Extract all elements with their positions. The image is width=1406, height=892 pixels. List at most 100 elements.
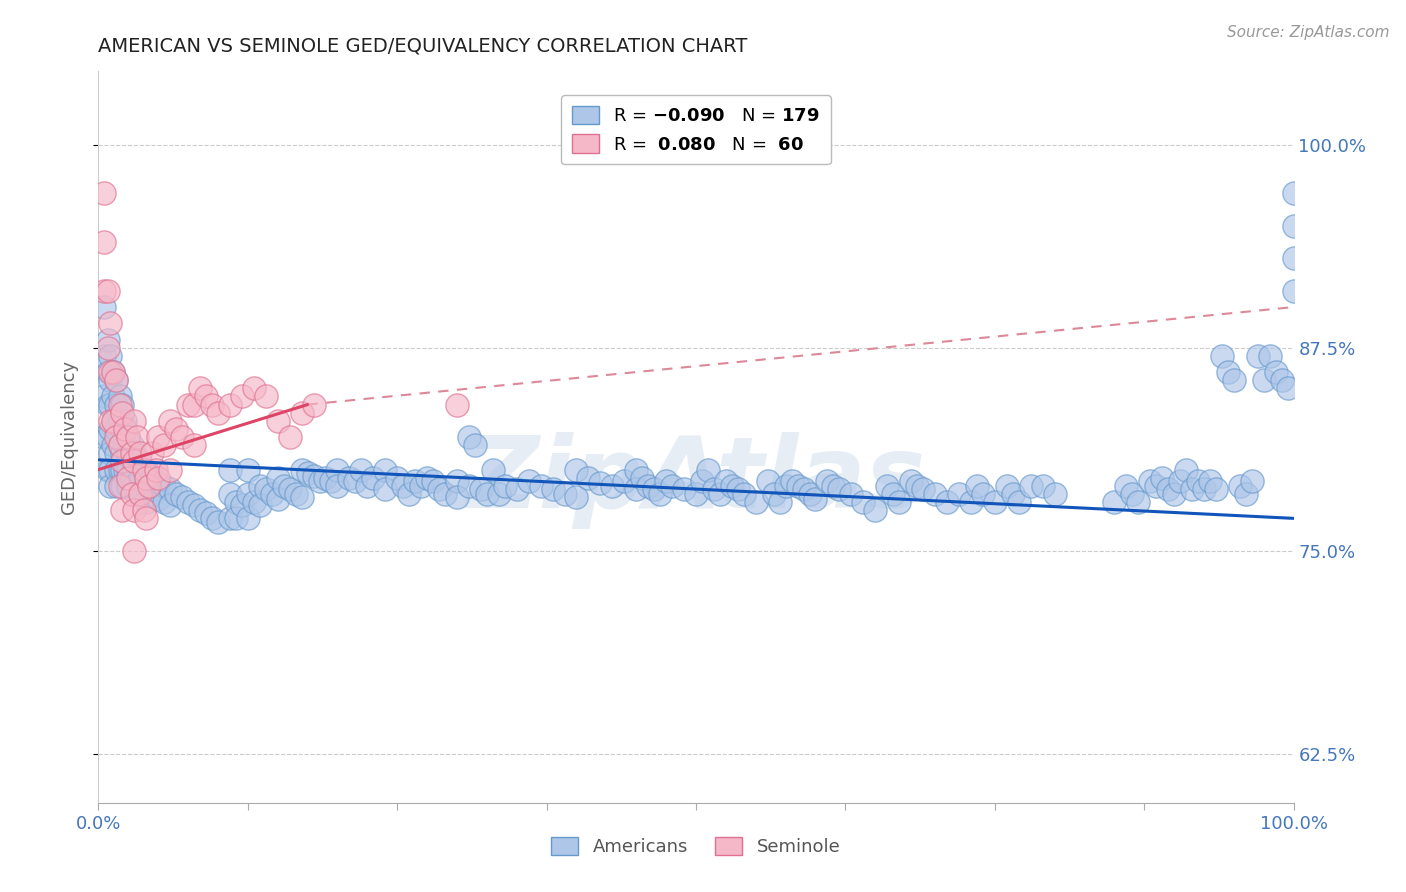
Point: [427, 482, 450, 496]
Point: [356, 479, 378, 493]
Point: [1121, 487, 1143, 501]
Point: [117, 479, 139, 493]
Point: [98, 398, 122, 412]
Point: [129, 454, 152, 468]
Point: [132, 503, 155, 517]
Point: [363, 471, 385, 485]
Point: [98, 446, 122, 460]
Point: [284, 487, 307, 501]
Point: [648, 487, 672, 501]
Point: [541, 482, 564, 496]
Point: [828, 482, 851, 496]
Point: [889, 495, 911, 509]
Point: [756, 474, 779, 488]
Point: [1229, 479, 1251, 493]
Point: [105, 422, 128, 436]
Point: [108, 414, 131, 428]
Text: Source: ZipAtlas.com: Source: ZipAtlas.com: [1226, 25, 1389, 40]
Point: [98, 479, 122, 493]
Point: [254, 389, 277, 403]
Point: [326, 479, 349, 493]
Point: [565, 462, 588, 476]
Point: [488, 487, 510, 501]
Point: [727, 482, 749, 496]
Point: [135, 479, 157, 493]
Point: [108, 479, 131, 493]
Point: [172, 490, 194, 504]
Point: [105, 398, 128, 412]
Point: [626, 482, 648, 496]
Point: [236, 511, 259, 525]
Point: [135, 462, 157, 476]
Point: [267, 471, 290, 485]
Point: [1234, 487, 1257, 501]
Point: [111, 454, 134, 468]
Point: [1192, 482, 1215, 496]
Point: [129, 471, 152, 485]
Point: [121, 446, 143, 460]
Point: [936, 495, 959, 509]
Point: [458, 430, 481, 444]
Point: [911, 482, 934, 496]
Point: [153, 438, 176, 452]
Point: [416, 471, 439, 485]
Point: [804, 491, 827, 506]
Point: [1216, 365, 1239, 379]
Point: [1277, 381, 1299, 395]
Point: [111, 398, 134, 412]
Point: [554, 487, 576, 501]
Point: [1271, 373, 1294, 387]
Point: [339, 471, 361, 485]
Point: [631, 471, 654, 485]
Point: [101, 414, 124, 428]
Point: [111, 406, 134, 420]
Point: [446, 398, 468, 412]
Point: [1205, 482, 1227, 496]
Point: [148, 475, 170, 490]
Point: [530, 479, 553, 493]
Point: [108, 438, 131, 452]
Point: [661, 479, 683, 493]
Point: [1240, 474, 1263, 488]
Point: [249, 499, 271, 513]
Point: [125, 430, 148, 444]
Point: [145, 462, 167, 476]
Point: [823, 479, 845, 493]
Point: [517, 474, 540, 488]
Point: [219, 462, 242, 476]
Point: [714, 474, 737, 488]
Point: [703, 482, 725, 496]
Point: [98, 365, 122, 379]
Point: [111, 446, 134, 460]
Point: [97, 462, 120, 476]
Point: [291, 406, 314, 420]
Point: [108, 398, 131, 412]
Point: [697, 462, 720, 476]
Point: [315, 471, 337, 485]
Point: [1211, 349, 1233, 363]
Point: [148, 491, 170, 506]
Point: [434, 487, 457, 501]
Point: [786, 479, 808, 493]
Point: [984, 495, 1007, 509]
Point: [464, 438, 486, 452]
Point: [398, 487, 420, 501]
Point: [135, 511, 157, 525]
Point: [219, 398, 242, 412]
Point: [602, 479, 624, 493]
Point: [780, 474, 803, 488]
Point: [93, 389, 115, 403]
Point: [188, 503, 211, 517]
Point: [111, 479, 134, 493]
Point: [392, 479, 415, 493]
Point: [117, 462, 139, 476]
Point: [97, 365, 120, 379]
Point: [108, 462, 131, 476]
Point: [201, 398, 224, 412]
Point: [709, 487, 731, 501]
Point: [1115, 479, 1137, 493]
Point: [404, 474, 426, 488]
Point: [129, 487, 152, 501]
Point: [655, 474, 678, 488]
Point: [297, 466, 319, 480]
